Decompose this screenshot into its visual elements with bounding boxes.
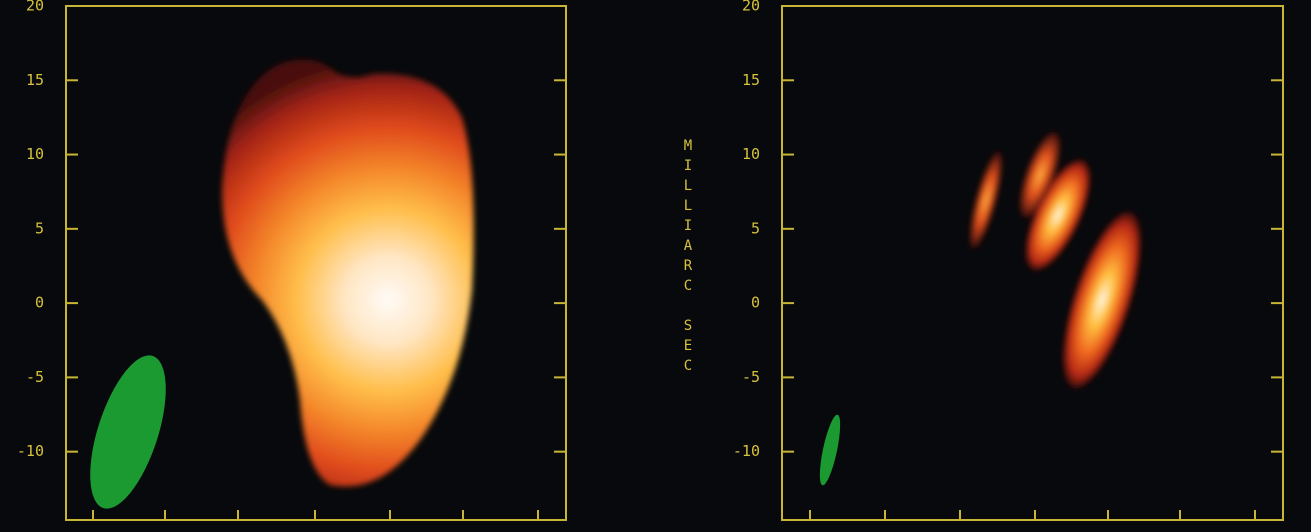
source-image <box>969 132 1141 388</box>
right-panel: MILLIARC SEC <box>680 5 1284 521</box>
source-image <box>222 59 474 487</box>
y-tick-label: -5 <box>742 368 760 386</box>
y-tick-label: 0 <box>35 294 44 312</box>
y-tick-label: -10 <box>17 442 44 460</box>
frame <box>781 5 1284 521</box>
left-panel <box>65 5 567 521</box>
y-tick-label: 15 <box>742 71 760 89</box>
y-tick-label: 0 <box>751 294 760 312</box>
y-tick-label: -10 <box>733 442 760 460</box>
x-ticks <box>92 510 539 520</box>
y-tick-label: 5 <box>751 219 760 237</box>
x-ticks <box>809 510 1256 520</box>
y-tick-label: 10 <box>26 145 44 163</box>
beam <box>90 355 166 509</box>
y-tick-label: 20 <box>26 0 44 15</box>
y-axis-label: MILLIARC SEC <box>680 138 696 378</box>
beam <box>819 414 841 486</box>
y-tick-label: 15 <box>26 71 44 89</box>
y-tick-label: 10 <box>742 145 760 163</box>
y-tick-label: 20 <box>742 0 760 15</box>
y-tick-label: 5 <box>35 219 44 237</box>
y-tick-label: -5 <box>26 368 44 386</box>
